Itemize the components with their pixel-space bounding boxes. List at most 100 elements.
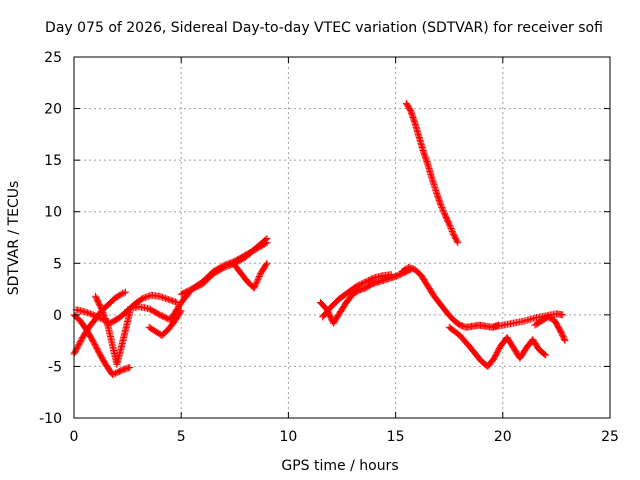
data-point-fill — [350, 287, 362, 297]
data-point-fill — [86, 316, 99, 330]
data-point-fill — [363, 274, 377, 285]
series-track-m — [445, 323, 550, 370]
grid-lines — [74, 57, 610, 418]
data-point — [164, 295, 172, 303]
series-track-j — [319, 271, 395, 321]
data-point-fill — [71, 312, 83, 324]
data-point-fill — [442, 212, 453, 227]
data-point-fill — [114, 366, 126, 376]
series-track-g — [231, 259, 271, 292]
data-point-fill — [450, 232, 461, 245]
data-point-fill — [146, 324, 158, 335]
plot-frame — [73, 56, 611, 419]
data-point-fill — [446, 324, 463, 339]
data-point-fill — [257, 261, 270, 276]
data-point-fill — [468, 345, 484, 364]
data-point — [250, 284, 258, 292]
series-track-b — [70, 311, 134, 379]
data-point — [263, 235, 271, 243]
data-point-fill — [363, 281, 375, 291]
data-point-fill — [545, 314, 557, 323]
data-point-fill — [112, 291, 124, 302]
data-point-fill — [110, 369, 119, 378]
data-point-fill — [172, 308, 184, 324]
data-point — [89, 311, 97, 319]
data-point — [177, 307, 185, 315]
data-point-fill — [75, 335, 86, 348]
data-point-fill — [337, 300, 349, 316]
data-point — [387, 271, 395, 279]
data-point-fill — [444, 310, 457, 323]
data-point-fill — [92, 294, 105, 312]
data-point — [561, 337, 569, 345]
series-track-i — [317, 265, 415, 327]
y-tick-label: 15 — [44, 153, 62, 169]
y-tick-label: -10 — [39, 411, 62, 427]
data-point-fill — [105, 325, 116, 348]
data-point-fill — [464, 322, 475, 331]
data-point — [81, 308, 89, 316]
data-point-fill — [232, 263, 244, 276]
data-point-fill — [232, 254, 248, 267]
data-point-fill — [457, 333, 474, 351]
data-point-fill — [165, 318, 178, 332]
data-point-fill — [77, 318, 90, 333]
series-track-h — [145, 307, 185, 339]
data-point-fill — [84, 328, 97, 344]
data-point-fill — [189, 281, 205, 292]
series-track-d — [91, 292, 134, 368]
data-point — [353, 282, 361, 290]
data-point — [542, 351, 550, 359]
data-point — [362, 278, 370, 286]
data-point — [126, 363, 134, 371]
data-point-fill — [116, 308, 131, 321]
data-point-fill — [343, 291, 356, 305]
y-tick-label: 0 — [53, 308, 62, 324]
data-point-fill — [82, 308, 96, 318]
x-tick-label: 10 — [279, 429, 297, 445]
data-point-fill — [167, 300, 184, 323]
data-point-fill — [485, 355, 497, 369]
data-point-fill — [554, 310, 566, 319]
data-point-fill — [221, 260, 237, 271]
data-point-fill — [354, 279, 368, 289]
data-point-fill — [504, 335, 517, 351]
data-point-fill — [530, 337, 542, 353]
y-tick-label: 20 — [44, 102, 62, 118]
data-point-fill — [122, 310, 133, 333]
chart-title: Day 075 of 2026, Sidereal Day-to-day VTE… — [45, 20, 603, 36]
data-point-fill — [551, 317, 564, 334]
data-point-fill — [131, 295, 145, 308]
y-axis-label: SDTVAR / TECUs — [6, 181, 22, 296]
data-point-fill — [424, 162, 436, 181]
data-point-fill — [105, 295, 118, 308]
data-point-fill — [425, 283, 437, 299]
data-point-fill — [477, 321, 488, 330]
data-point-fill — [98, 307, 112, 330]
data-point-fill — [412, 267, 424, 279]
data-point — [156, 292, 164, 300]
data-point-fill — [403, 101, 414, 113]
data-point-fill — [429, 176, 440, 195]
data-point-fill — [451, 317, 463, 328]
data-point-fill — [251, 271, 264, 291]
data-point — [139, 294, 147, 302]
series-track-c — [72, 291, 181, 327]
data-point-fill — [557, 329, 568, 343]
data-point — [445, 220, 453, 228]
data-point-fill — [253, 236, 270, 251]
series-track-k — [398, 263, 503, 331]
series-track-f — [177, 235, 271, 298]
x-axis-label: GPS time / hours — [281, 458, 398, 474]
data-point-fill — [118, 328, 129, 350]
data-point-fill — [179, 286, 195, 298]
x-tick-label: 20 — [494, 429, 512, 445]
data-point-fill — [438, 302, 450, 316]
data-point — [117, 290, 125, 298]
data-point-fill — [200, 271, 216, 287]
x-tick-label: 15 — [387, 429, 405, 445]
data-point-fill — [119, 289, 128, 298]
data-point-fill — [108, 315, 122, 326]
data-point-fill — [96, 351, 109, 368]
